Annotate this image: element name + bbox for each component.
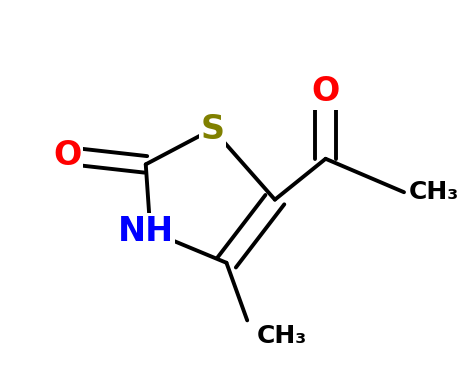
Text: O: O [312,75,340,109]
Text: NH: NH [118,215,174,248]
Text: S: S [201,113,225,146]
Text: CH₃: CH₃ [256,324,307,348]
Text: O: O [53,139,81,172]
Text: CH₃: CH₃ [409,180,459,204]
